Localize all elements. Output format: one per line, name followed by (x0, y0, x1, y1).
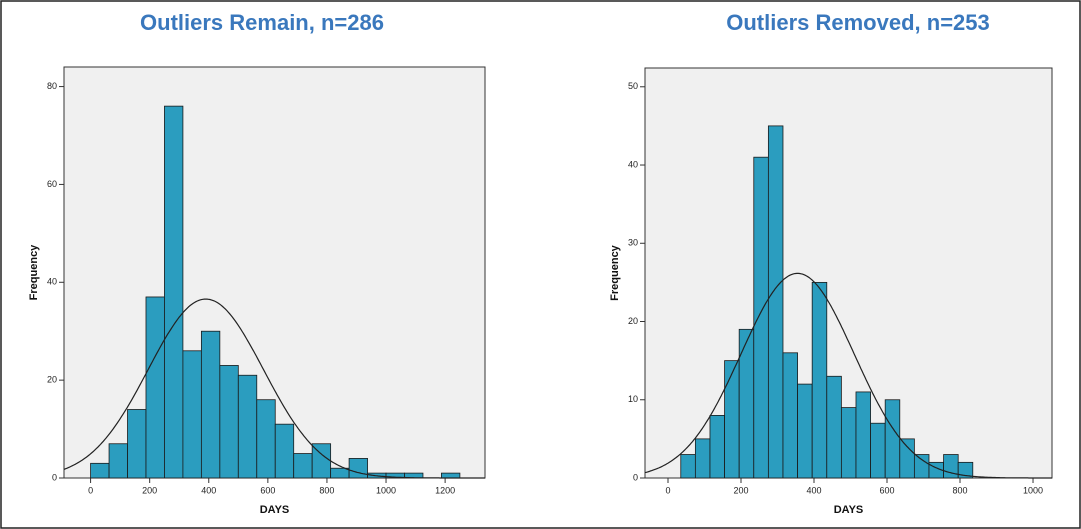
chart-title: Outliers Remain, n=286 (140, 10, 384, 35)
bar (811, 281, 828, 479)
y-tick-label: 30 (628, 238, 638, 248)
bar (348, 458, 368, 479)
bar (840, 407, 857, 479)
y-tick-label: 40 (47, 277, 57, 287)
bar (330, 467, 350, 479)
bar (219, 365, 239, 479)
bar (90, 462, 110, 479)
bar (753, 156, 769, 479)
y-tick-label: 0 (52, 472, 57, 482)
x-tick-label: 800 (319, 485, 334, 495)
bar (855, 391, 871, 479)
y-tick-label: 0 (633, 472, 638, 482)
y-tick-label: 20 (628, 316, 638, 326)
bar (127, 409, 147, 479)
bar (797, 383, 813, 479)
bar (870, 422, 886, 479)
y-tick-label: 40 (628, 159, 638, 169)
bar (274, 423, 295, 479)
bar (256, 399, 276, 479)
normal-curve (63, 298, 485, 479)
bar (108, 443, 128, 479)
x-tick-label: 200 (142, 485, 157, 495)
x-tick-label: 600 (260, 485, 275, 495)
y-axis-label: Frequency (28, 244, 40, 301)
bar (164, 105, 184, 479)
y-axis-label: Frequency (609, 244, 621, 301)
bar (145, 296, 165, 479)
x-tick-label: 1000 (1023, 485, 1043, 495)
bar (957, 461, 974, 479)
y-tick-label: 10 (628, 394, 638, 404)
y-tick-label: 80 (47, 81, 57, 91)
x-tick-label: 0 (88, 485, 93, 495)
bar (200, 330, 221, 479)
normal-curve (644, 272, 1052, 479)
bar (884, 399, 901, 479)
bar (680, 454, 696, 479)
bar (767, 125, 784, 479)
x-tick-label: 800 (952, 485, 967, 495)
y-tick-label: 20 (47, 375, 57, 385)
bar (237, 374, 258, 479)
bar (182, 350, 202, 479)
bar (826, 375, 842, 479)
bar (738, 328, 755, 479)
bar (782, 352, 798, 479)
bar (694, 438, 711, 479)
chart-title: Outliers Removed, n=253 (726, 10, 990, 35)
bar (441, 472, 461, 479)
x-axis-label: DAYS (260, 504, 290, 516)
x-axis-label: DAYS (834, 504, 864, 516)
bar (913, 454, 930, 479)
x-tick-label: 400 (806, 485, 821, 495)
x-tick-label: 1200 (435, 485, 455, 495)
x-tick-label: 600 (879, 485, 894, 495)
x-tick-label: 200 (733, 485, 748, 495)
y-tick-label: 50 (628, 81, 638, 91)
x-tick-label: 0 (665, 485, 670, 495)
x-tick-label: 1000 (376, 485, 396, 495)
bar (709, 415, 725, 479)
bar (293, 453, 313, 479)
bar (899, 438, 915, 479)
bar (724, 360, 740, 479)
y-tick-label: 60 (47, 179, 57, 189)
x-tick-label: 400 (201, 485, 216, 495)
